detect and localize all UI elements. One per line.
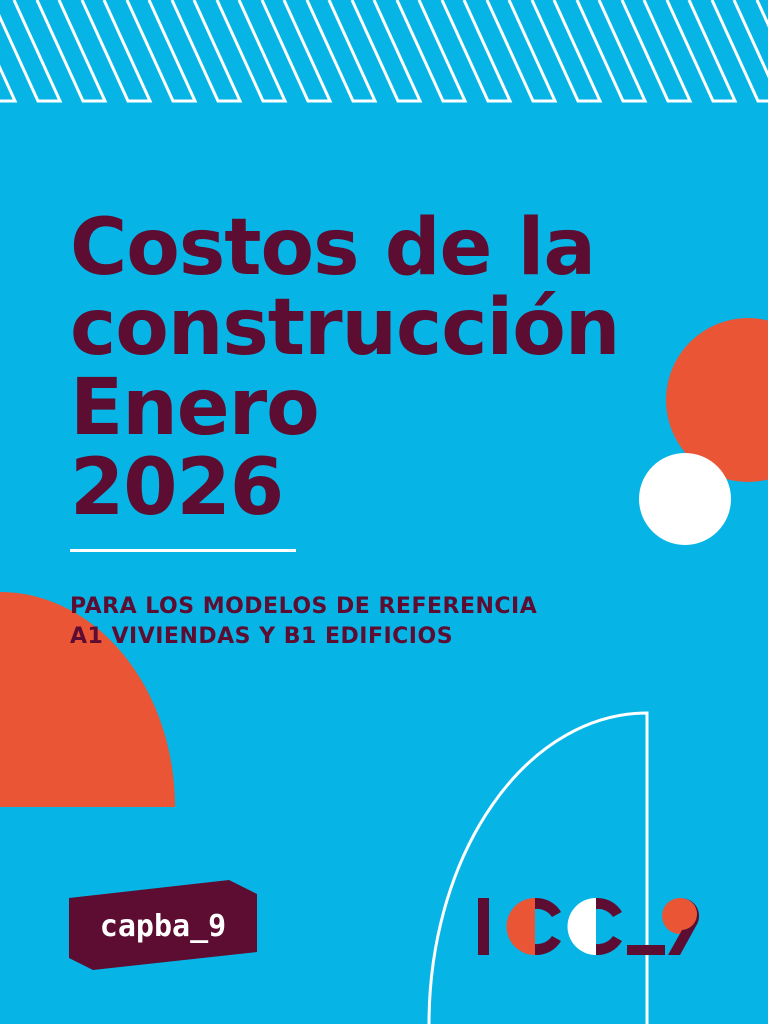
title-line: 2026: [70, 443, 284, 533]
stripe: [485, 0, 558, 103]
subtitle: PARA LOS MODELOS DE REFERENCIA A1 VIVIEN…: [70, 592, 537, 652]
stripe: [170, 0, 243, 103]
subtitle-line: A1 VIVIENDAS Y B1 EDIFICIOS: [70, 624, 454, 649]
stripe: [0, 64, 18, 103]
stripe: [710, 0, 768, 103]
stripe: [350, 0, 423, 103]
capba-logo: capba_9: [69, 880, 257, 970]
orange-circle-right: [666, 318, 768, 482]
divider: [70, 549, 296, 552]
stripe: [260, 0, 333, 103]
white-semicircle-outline: [427, 711, 649, 1024]
stripe: [125, 0, 198, 103]
subtitle-line: PARA LOS MODELOS DE REFERENCIA: [70, 594, 538, 619]
title-line: Enero: [70, 363, 320, 453]
stripe: [215, 0, 288, 103]
title-line: Costos de la: [70, 203, 596, 293]
stripe: [755, 0, 768, 28]
svg-text:capba_9: capba_9: [100, 909, 226, 944]
stripe: [305, 0, 378, 103]
title-line: construcción: [70, 283, 620, 373]
stripe: [80, 0, 153, 103]
icc-logo: [478, 897, 700, 956]
stripe: [440, 0, 513, 103]
stripe: [530, 0, 603, 103]
stripe: [620, 0, 693, 103]
stripe: [0, 0, 63, 103]
stripe: [395, 0, 468, 103]
orange-quarter-circle: [0, 592, 175, 807]
stripe: [35, 0, 108, 103]
stripe: [575, 0, 648, 103]
white-circle: [639, 453, 731, 545]
page-title: Costos de la construcción Enero 2026: [70, 203, 620, 533]
diagonal-stripes: [0, 0, 768, 103]
stripe: [665, 0, 738, 103]
